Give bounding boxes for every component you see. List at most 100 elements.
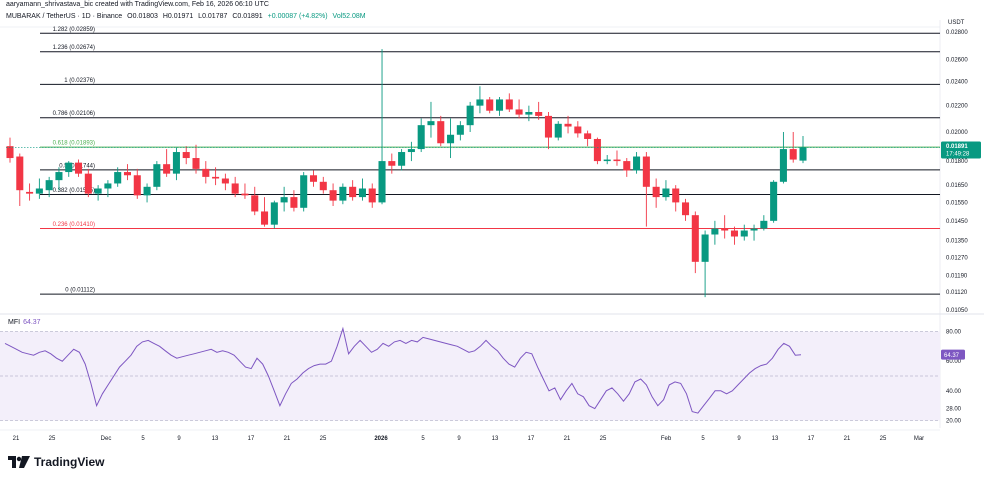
price-axis-tick: 0.02400 [946, 80, 968, 86]
candle-body [662, 188, 670, 198]
candle-body [623, 161, 631, 171]
mfi-indicator-label[interactable]: MFI 64.37 [8, 319, 41, 326]
candle-body [721, 228, 729, 231]
mfi-title: MFI [8, 319, 21, 326]
price-axis-tick: 0.01270 [946, 255, 968, 261]
fib-level-label: 1.236 (0.02674) [53, 45, 95, 51]
candle-body [544, 115, 552, 138]
candle-body [241, 193, 249, 196]
candle-body [212, 176, 220, 179]
mfi-value-badge [941, 349, 965, 360]
candle-body [515, 109, 523, 115]
time-axis-tick: 9 [737, 436, 741, 442]
price-axis-tick: 0.01120 [946, 290, 968, 296]
time-axis-tick: 21 [13, 436, 20, 442]
candle-body [770, 181, 778, 221]
candle-body [65, 162, 73, 173]
price-axis-tick: 0.01190 [946, 273, 968, 279]
price-axis-tick: 0.02800 [946, 30, 968, 36]
fib-level-label: 1 (0.02376) [64, 78, 95, 84]
candle-body [16, 156, 24, 191]
ohlc-close: C0.01891 [232, 13, 263, 20]
ohlc-high: H0.01971 [162, 13, 194, 20]
price-axis-tick: 0.02000 [946, 130, 968, 136]
price-change: +0.00087 (+4.82%) [267, 13, 328, 20]
candle-body [711, 228, 719, 235]
candle-body [495, 99, 504, 111]
candle-body [613, 159, 621, 162]
candle-body [584, 133, 592, 139]
candle-body [466, 105, 474, 126]
candle-body [505, 99, 513, 110]
tradingview-logo-text: TradingView [34, 455, 105, 469]
candle-body [417, 125, 425, 150]
price-axis-tick: 0.01050 [946, 308, 968, 314]
candle-body [535, 112, 543, 116]
time-axis-tick: Mar [914, 436, 924, 442]
volume-value: Vol52.08M [332, 13, 366, 20]
symbol-name[interactable]: MUBARAK / TetherUS · 1D · Binance [6, 13, 123, 20]
candle-body [691, 215, 699, 262]
candle-body [388, 161, 396, 166]
candle-body [35, 188, 43, 194]
candle-body [300, 175, 308, 208]
candle-body [633, 156, 641, 171]
time-axis-tick: 9 [177, 436, 181, 442]
candle-body [750, 228, 758, 231]
candle-body [574, 126, 582, 134]
tradingview-logo-icon [8, 456, 30, 468]
price-axis-tick: 0.01650 [946, 183, 968, 189]
ohlc-low: L0.01787 [198, 13, 228, 20]
fib-level-label: 0 (0.01112) [65, 288, 95, 294]
candle-body [476, 99, 484, 106]
candle-body [349, 186, 357, 198]
price-axis-tick: 0.01800 [946, 159, 968, 165]
mfi-axis-tick: 40.00 [946, 389, 962, 395]
candle-body [339, 186, 347, 201]
time-axis-tick: Feb [661, 436, 672, 442]
candle-body [740, 230, 748, 237]
mfi-line [4, 326, 802, 414]
candle-body [437, 121, 445, 144]
symbol-info-line: MUBARAK / TetherUS · 1D · Binance O0.018… [6, 13, 369, 20]
candle-body [672, 188, 680, 203]
candle-body [104, 183, 112, 189]
candle-body [26, 191, 34, 194]
time-axis-tick: 21 [564, 436, 571, 442]
time-axis-tick: 25 [320, 436, 327, 442]
fib-level-label: 0.786 (0.02106) [53, 111, 95, 117]
candle-body [564, 123, 572, 127]
candle-body [45, 180, 53, 191]
time-axis-tick: 9 [457, 436, 461, 442]
candle-body [319, 181, 327, 191]
last-price-value: 0.01891 [946, 144, 968, 150]
candle-body [642, 156, 650, 187]
candle-body [427, 121, 435, 126]
tradingview-logo[interactable]: TradingView [8, 455, 104, 469]
mfi-value-badge-text: 64.37 [944, 353, 960, 359]
candle-body [456, 125, 464, 135]
candle-body [730, 230, 738, 237]
currency-label: USDT [948, 20, 965, 26]
candle-body [368, 188, 376, 203]
time-axis-tick: 13 [212, 436, 219, 442]
candle-body [182, 152, 190, 159]
candle-body [143, 186, 151, 196]
candle-body [779, 149, 787, 182]
candle-body [701, 234, 709, 262]
mfi-axis-tick: 28.00 [946, 407, 962, 413]
price-axis-tick: 0.02600 [946, 58, 968, 64]
candle-body [6, 146, 14, 159]
candle-body [358, 188, 366, 198]
fib-level-label: 0.382 (0.01595) [53, 188, 95, 194]
fib-level-label: 1.282 (0.02859) [53, 27, 95, 33]
mfi-current-value: 64.37 [23, 319, 41, 326]
candle-body [525, 112, 533, 115]
candle-body [114, 172, 122, 184]
time-axis-tick: 25 [49, 436, 56, 442]
candle-body [329, 190, 337, 201]
candle-body [270, 202, 278, 225]
time-axis-tick: 17 [808, 436, 815, 442]
time-axis-tick: 13 [772, 436, 779, 442]
